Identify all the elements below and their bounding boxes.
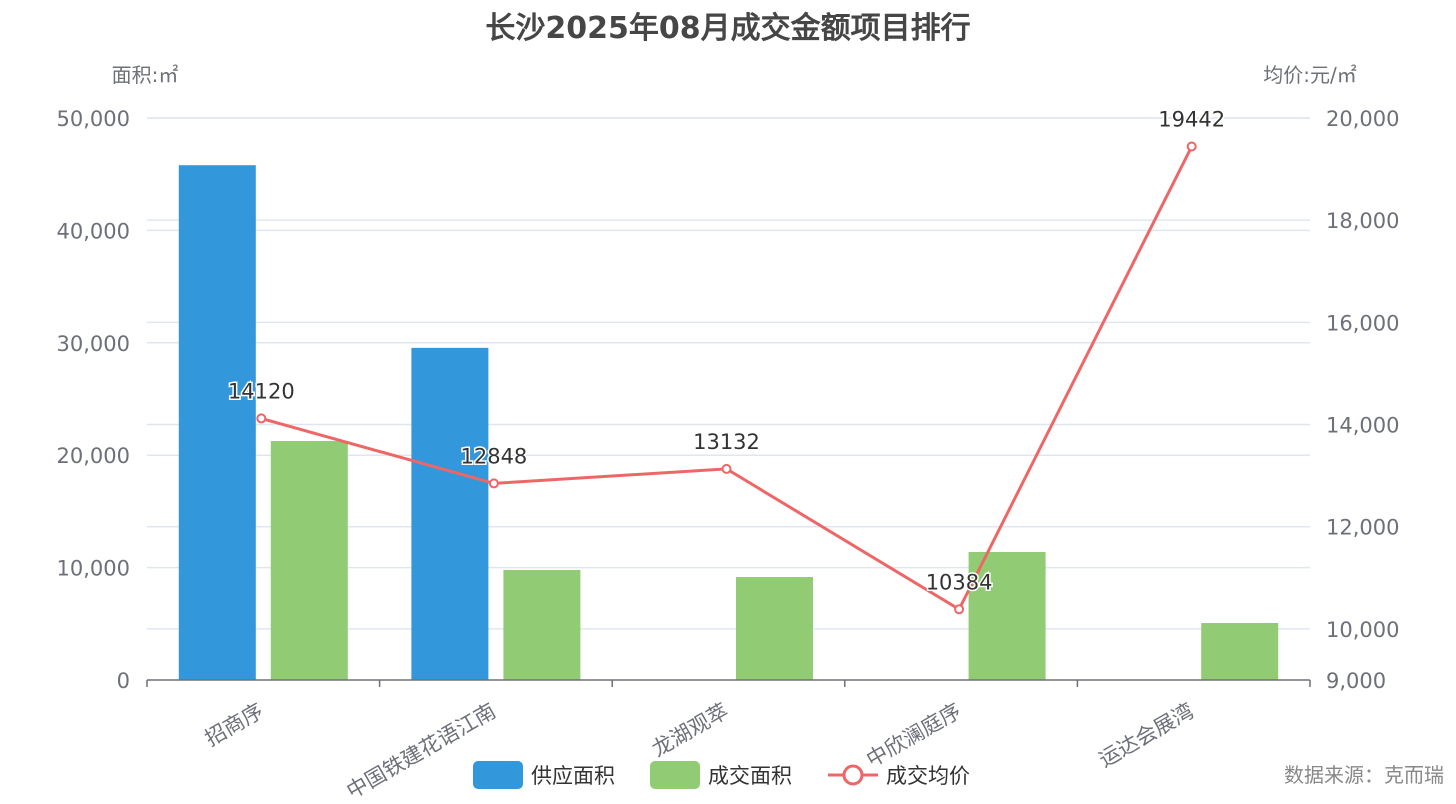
left-tick-label: 0: [117, 669, 130, 693]
left-tick-label: 50,000: [57, 107, 130, 131]
price-data-label: 14120: [228, 379, 295, 403]
price-data-label: 10384: [926, 570, 993, 594]
x-tick-label: 招商序: [201, 699, 268, 751]
right-tick-label: 12,000: [1326, 516, 1399, 540]
price-point: [488, 478, 499, 489]
right-tick-label: 18,000: [1326, 209, 1399, 233]
x-tick-label: 运达会展湾: [1095, 699, 1198, 772]
left-axis-label: 面积:㎡: [112, 63, 179, 87]
right-tick-label: 9,000: [1326, 669, 1386, 693]
left-tick-label: 40,000: [57, 219, 130, 243]
chart-title: 长沙2025年08月成交金额项目排行: [485, 11, 970, 46]
legend-label: 供应面积: [531, 764, 615, 788]
bar-deal: [270, 441, 348, 680]
x-tick-label: 中欣澜庭序: [862, 699, 965, 772]
price-data-label: 19442: [1158, 108, 1225, 132]
right-tick-label: 20,000: [1326, 107, 1399, 131]
left-tick-label: 30,000: [57, 332, 130, 356]
price-point: [954, 604, 965, 615]
legend-label: 成交均价: [886, 764, 970, 788]
x-tick-label: 龙湖观萃: [648, 699, 733, 762]
right-tick-label: 16,000: [1326, 311, 1399, 335]
price-point: [721, 463, 732, 474]
bar-deal: [1201, 623, 1279, 680]
left-tick-label: 10,000: [57, 557, 130, 581]
right-axis-label: 均价:元/㎡: [1263, 63, 1356, 87]
bar-deal: [503, 569, 581, 680]
bar-supply: [178, 165, 256, 680]
legend-swatch-marker: [842, 764, 864, 786]
price-point: [1186, 141, 1197, 152]
bar-supply: [411, 347, 489, 680]
price-point: [256, 413, 267, 424]
price-data-label: 12848: [460, 444, 527, 468]
right-tick-label: 14,000: [1326, 414, 1399, 438]
source-note: 数据来源：克而瑞: [1284, 763, 1444, 787]
legend-label: 成交面积: [708, 764, 792, 788]
bar-deal: [736, 577, 813, 680]
left-tick-label: 20,000: [57, 444, 130, 468]
price-data-label: 13132: [693, 430, 760, 454]
bar-deal: [968, 551, 1046, 680]
legend-swatch: [473, 761, 523, 789]
legend-swatch: [650, 761, 700, 789]
right-tick-label: 10,000: [1326, 618, 1399, 642]
price-line: [260, 145, 1194, 612]
